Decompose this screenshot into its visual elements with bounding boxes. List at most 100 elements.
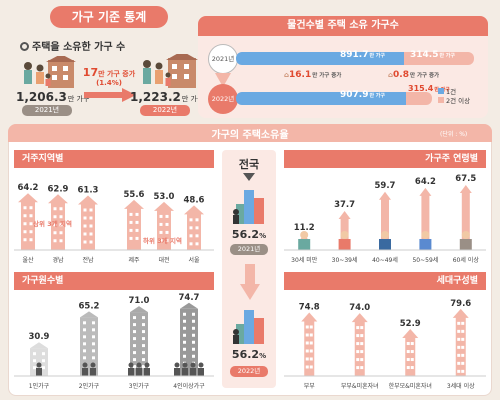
bar-2021-one-value: 891.7 [340,50,369,60]
page-title: 가구 기준 통계 [50,6,168,28]
value-label-5: 48.6 [184,195,205,205]
city-buildings-2022-icon [233,310,264,344]
rate-unit: (단위 : %) [440,131,468,138]
value-label-2: 71.0 [129,296,150,306]
national-2022-number: 56.2 [231,348,260,361]
legend-two-label: 2건 이상 [446,97,471,105]
category-label-3: 제주 [128,256,140,264]
region-bottom-label: 하위 3개 지역 [143,237,182,245]
owned-2022-value: 1,223.2만 가구 [130,90,203,104]
category-label-4: 대전 [158,256,169,264]
family-house-2022-icon [143,54,198,88]
value-label-4: 67.5 [455,174,476,184]
category-label-0: 30세 미만 [291,256,318,264]
city-buildings-2021-icon [233,190,264,224]
chart-mark-2 [402,329,419,376]
value-label-2: 52.9 [400,319,421,329]
bar-2021-two [404,52,474,65]
national-2021-value: 56.2% [222,228,276,241]
bar-2022-one-unit: 만 가구 [369,93,386,99]
value-label-1: 62.9 [48,184,69,194]
big-down-arrow-icon [240,264,260,300]
chart-mark-3 [174,302,204,376]
value-label-3: 74.7 [179,293,200,303]
rate-title: 가구의 주택소유율 [211,130,289,141]
owned-heading: 주택을 소유한 가구 수 [20,38,125,53]
bar-2021-two-unit: 만 가구 [439,53,456,59]
category-label-2: 한부모&미혼자녀 [389,382,432,390]
arrow-right-icon [84,88,136,102]
age-title: 가구주 연령별 [284,150,486,168]
chart-mark-0 [18,193,38,250]
category-label-1: 2인가구 [79,382,100,390]
category-label-0: 1인가구 [29,382,50,390]
region-chart: 64.2 울산 62.9 경남 61.3 전남 55.6 제주 53.0 대전 48.6 서울 [14,183,214,264]
legend-two-swatch [438,97,444,103]
chart-mark-4 [459,184,472,250]
year-circle-2021: 2021년 [208,44,238,74]
diff-one-unit: 만 가구 증가 [312,73,342,79]
national-2021-year: 2021년 [230,244,268,255]
diff-two: ⌂0.8만 가구 증가 [388,70,439,80]
legend-two: 2건 이상 [438,97,470,106]
members-title: 가구원수별 [14,272,214,290]
value-label-0: 11.2 [294,223,315,233]
owned-2021-value: 1,206.3만 가구 [16,90,89,104]
value-label-3: 55.6 [124,190,145,200]
bar-2021-one-label: 891.7만 가구 [340,50,385,60]
value-label-0: 64.2 [18,183,39,193]
national-2021-number: 56.2 [231,228,260,241]
owned-increase-unit: 만 가구 증가 [98,70,136,78]
down-arrow-icon [215,73,231,87]
chart-mark-1 [338,211,351,250]
diff-one: ⌂16.1만 가구 증가 [284,70,341,80]
legend-one-label: 1건 [446,88,457,96]
year-circle-2022: 2022년 [208,84,238,114]
value-label-0: 30.9 [29,332,50,342]
national-2022-year: 2022년 [230,366,268,377]
category-label-2: 3인가구 [129,382,150,390]
chart-mark-0 [30,342,48,376]
category-label-1: 경남 [52,256,64,264]
chart-mark-1 [80,311,98,376]
category-label-0: 부부 [304,383,316,390]
chart-mark-1 [48,194,68,250]
value-label-1: 65.2 [79,301,100,311]
bar-2022-two-value: 315.4 [408,84,434,93]
composition-chart: 74.8 부부 74.0 부부&미혼자녀 52.9 한부모&미혼자녀 79.6 3세대 이상 [284,299,486,390]
category-label-1: 30~39세 [332,256,358,264]
national-2021-pct: % [259,232,267,240]
category-label-1: 부부&미혼자녀 [341,382,379,390]
owned-increase-number: 17 [82,66,99,79]
legend-one-swatch [438,88,444,94]
owned-increase-pct: (1.4%) [96,79,122,87]
age-chart: 11.2 30세 미만 37.7 30~39세 59.7 40~49세 64.2 50~59세… [284,174,486,264]
chart-mark-0 [298,231,311,250]
house-small-icon: ⌂ [284,71,290,79]
bar-2022-two [406,92,432,105]
owned-title: 주택을 소유한 가구 수 [32,42,126,53]
chart-mark-0 [301,312,318,376]
circle-bullet-icon [20,42,29,51]
category-label-4: 60세 이상 [453,256,480,264]
national-title: 전국 [238,158,260,171]
value-label-0: 74.8 [299,302,320,312]
value-label-3: 79.6 [450,299,471,309]
chart-mark-2 [128,306,150,376]
category-label-3: 3세대 이상 [447,382,475,390]
houses-small-icon: ⌂ [388,71,394,79]
national-2022-pct: % [259,352,267,360]
category-label-3: 4인이상가구 [173,382,205,390]
owned-2022-year: 2022년 [140,105,190,116]
chart-mark-3 [419,187,432,250]
bar-2021-one [236,52,404,65]
owned-2022-number: 1,223.2 [130,90,181,104]
category-label-3: 50~59세 [412,256,438,264]
value-label-1: 37.7 [334,200,355,210]
members-chart: 30.9 1인가구 65.2 2인가구 71.0 3인가구 74.7 4인이상가구 [14,293,214,390]
owned-2021-year: 2021년 [22,105,72,116]
arrow-down-small-icon [243,173,255,181]
family-house-2021-icon [24,56,76,88]
legend: 1건 2건 이상 [438,88,470,106]
chart-mark-2 [379,191,391,250]
